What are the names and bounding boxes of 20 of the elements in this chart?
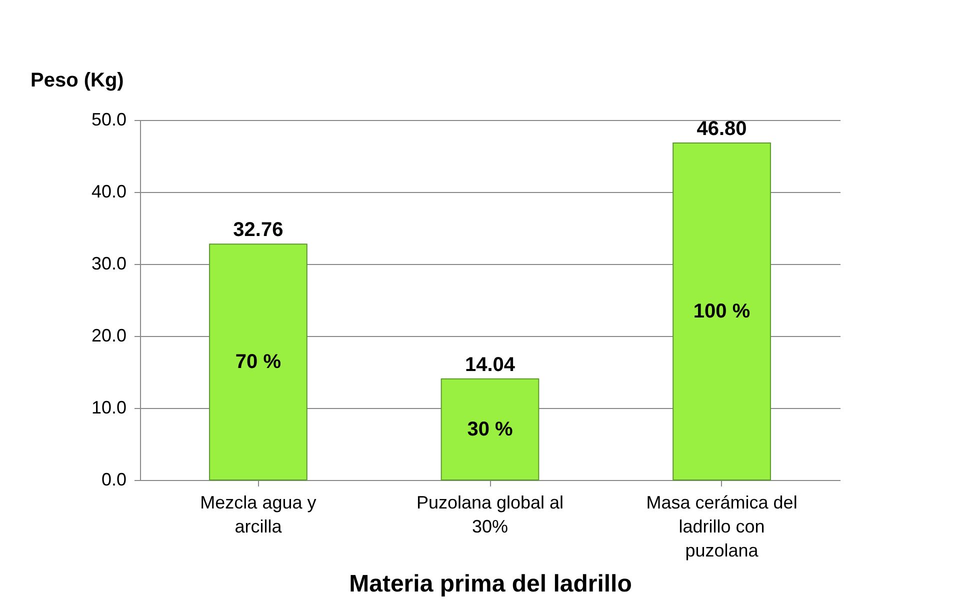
x-tick-label: Puzolana global al 30%	[416, 492, 564, 536]
annotation: 100 %	[693, 300, 750, 323]
y-axis-title: Peso (Kg)	[30, 70, 124, 92]
x-tick-label: Masa cerámica del ladrillo con puzolana	[646, 492, 798, 560]
bar	[209, 244, 308, 480]
x-axis-title: Materia prima del ladrillo	[349, 570, 632, 598]
bar	[672, 142, 771, 480]
annotation: 70 %	[235, 351, 282, 374]
y-tick-label: 0.0	[101, 470, 126, 490]
y-tick-label: 10.0	[91, 398, 126, 418]
y-tick-label: 50.0	[91, 110, 126, 130]
y-tick-label: 40.0	[91, 182, 126, 202]
annotation: 30 %	[467, 418, 514, 440]
bar	[440, 378, 540, 480]
x-tick-label: Mezcla agua y arcilla	[200, 492, 316, 536]
y-tick-label: 20.0	[91, 326, 126, 346]
data-label: 32.76	[233, 219, 284, 242]
data-label: 46.80	[696, 118, 747, 140]
data-label: 14.04	[464, 354, 516, 376]
y-tick-label: 30.0	[91, 254, 126, 274]
